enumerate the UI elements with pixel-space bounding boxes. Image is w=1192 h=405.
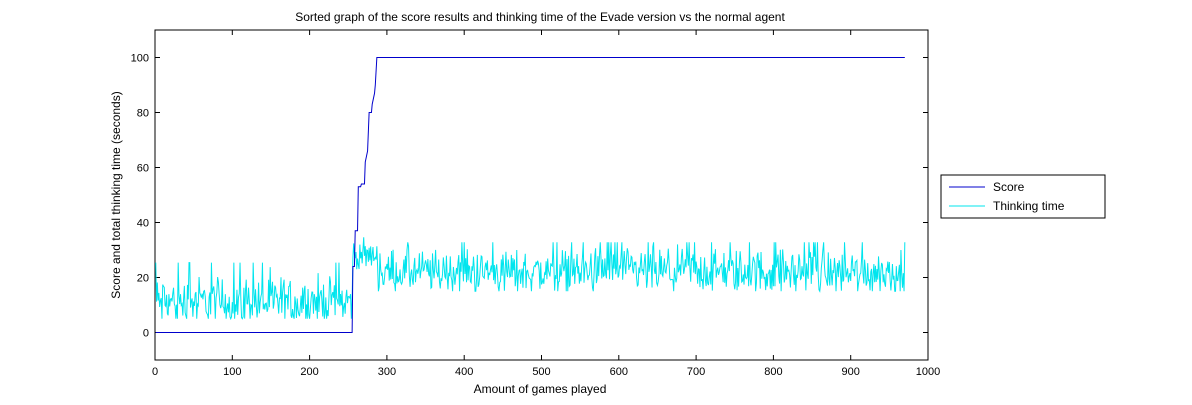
axes-box (154, 29, 929, 361)
y-tick-label: 100 (131, 53, 149, 65)
legend-label: Thinking time (993, 199, 1065, 213)
y-tick-label: 40 (137, 218, 149, 230)
x-tick-label: 700 (687, 366, 705, 378)
x-tick-label: 0 (152, 366, 158, 378)
plot-area: 0 100 200 300 400 500 600 700 800 900 1000 0 20 40 60 8… (131, 29, 940, 378)
x-tick-label: 1000 (916, 366, 940, 378)
y-tick-label: 80 (137, 108, 149, 120)
y-tick-label: 0 (143, 328, 149, 340)
x-tick-label: 800 (764, 366, 782, 378)
x-axis-label: Amount of games played (474, 382, 607, 396)
legend-label: Score (993, 180, 1025, 194)
y-axis-label: Score and total thinking time (seconds) (109, 91, 123, 298)
legend-box (940, 174, 1106, 219)
x-tick-label: 400 (455, 366, 473, 378)
series-thinking-time-line (155, 237, 906, 321)
chart-title: Sorted graph of the score results and th… (295, 10, 785, 24)
x-tick-label: 100 (223, 366, 241, 378)
series-score-line (155, 57, 905, 333)
x-tick-label: 600 (610, 366, 628, 378)
x-tick-label: 300 (378, 366, 396, 378)
y-tick-label: 20 (137, 273, 149, 285)
y-tick-label: 60 (137, 163, 149, 175)
x-tick-label: 500 (532, 366, 550, 378)
x-tick-label: 200 (300, 366, 318, 378)
x-tick-label: 900 (842, 366, 860, 378)
legend: Score Thinking time (940, 174, 1106, 219)
